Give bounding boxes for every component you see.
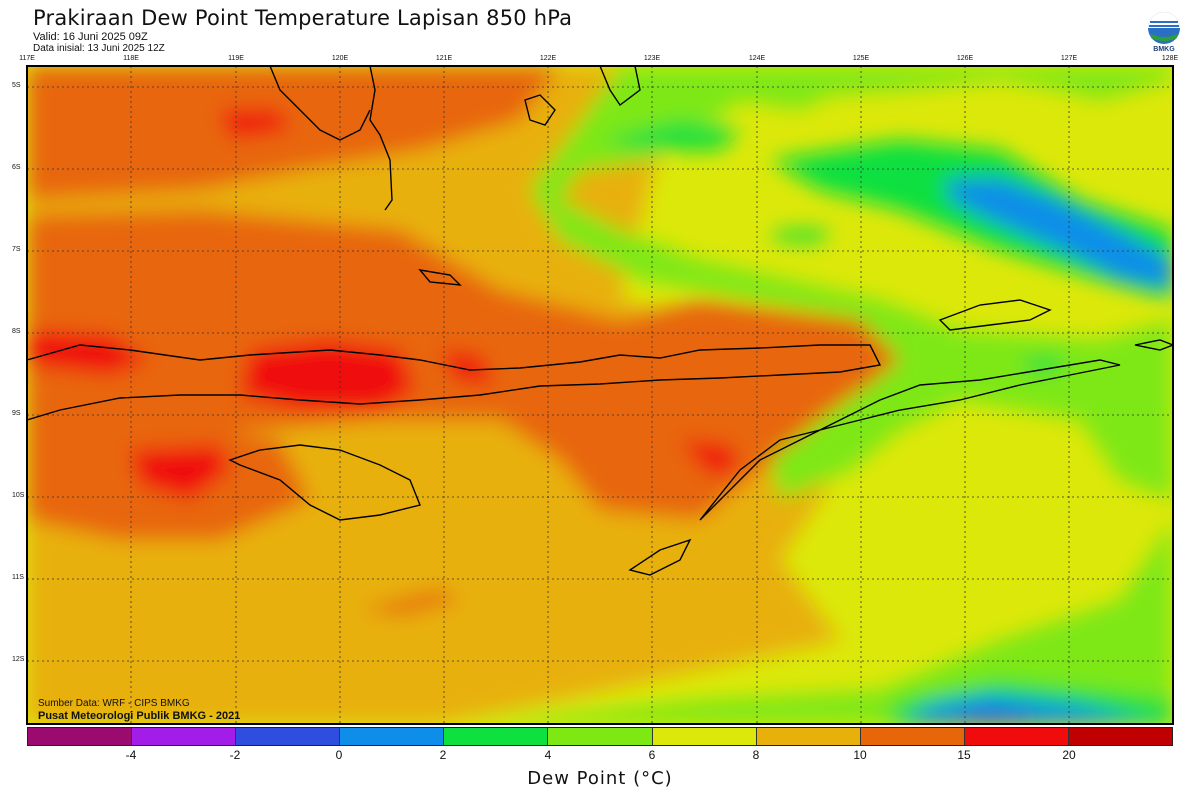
lon-label: 119E: [228, 55, 244, 62]
colorbar-segment: [444, 728, 549, 745]
data-source: Sumber Data: WRF - CIPS BMKG: [38, 698, 190, 709]
colorbar-tick: 10: [853, 748, 867, 762]
lon-label: 126E: [956, 55, 974, 62]
colorbar-tick: 15: [957, 748, 971, 762]
lon-label: 121E: [435, 55, 453, 62]
lon-label: 125E: [852, 55, 870, 62]
contour-fields: [27, 66, 1173, 724]
colorbar-tick: 2: [439, 748, 447, 762]
valid-time: Valid: 16 Juni 2025 09Z: [33, 31, 148, 43]
lat-label: 9S: [12, 410, 21, 417]
colorbar-segment: [548, 728, 653, 745]
lat-label: 6S: [12, 164, 21, 171]
lon-label: 124E: [748, 55, 766, 62]
colorbar-segment: [340, 728, 445, 745]
coastlines: [27, 66, 1173, 576]
colorbar-segment: [236, 728, 341, 745]
colorbar-segment: [860, 728, 965, 745]
colorbar-tick: 20: [1062, 748, 1076, 762]
lon-label: 117E: [19, 55, 35, 62]
colorbar: [27, 727, 1173, 746]
lon-label: 122E: [539, 55, 557, 62]
colorbar-tick: -4: [125, 748, 137, 762]
colorbar-segment: [28, 728, 133, 745]
colorbar-segment: [756, 728, 861, 745]
lon-label: 128E: [1161, 55, 1179, 62]
colorbar-label: Dew Point (°C): [527, 768, 673, 789]
colorbar-tick: 0: [335, 748, 343, 762]
lat-label: 12S: [12, 656, 25, 663]
colorbar-tick: -2: [229, 748, 241, 762]
colorbar-segment: [964, 728, 1069, 745]
lon-label: 118E: [123, 55, 139, 62]
colorbar-tick: 8: [752, 748, 760, 762]
lat-label: 7S: [12, 246, 21, 253]
publisher: Pusat Meteorologi Publik BMKG - 2021: [38, 710, 241, 722]
lat-label: 5S: [12, 82, 21, 89]
bmkg-logo-icon: [1148, 12, 1180, 44]
colorbar-segment: [652, 728, 757, 745]
logo-text: BMKG: [1153, 46, 1175, 53]
lon-label: 127E: [1060, 55, 1078, 62]
lon-label: 123E: [643, 55, 661, 62]
colorbar-segment: [132, 728, 237, 745]
grid-lines: [27, 66, 1173, 724]
colorbar-segment: [1068, 728, 1173, 745]
lat-label: 10S: [12, 492, 25, 499]
colorbar-tick: 4: [544, 748, 552, 762]
lat-label: 11S: [12, 574, 24, 581]
map-frame: [26, 65, 1174, 725]
map-title: Prakiraan Dew Point Temperature Lapisan …: [33, 6, 573, 30]
colorbar-tick: 6: [648, 748, 656, 762]
lon-label: 120E: [331, 55, 349, 62]
init-time: Data inisial: 13 Juni 2025 12Z: [33, 43, 165, 54]
lat-label: 8S: [12, 328, 21, 335]
